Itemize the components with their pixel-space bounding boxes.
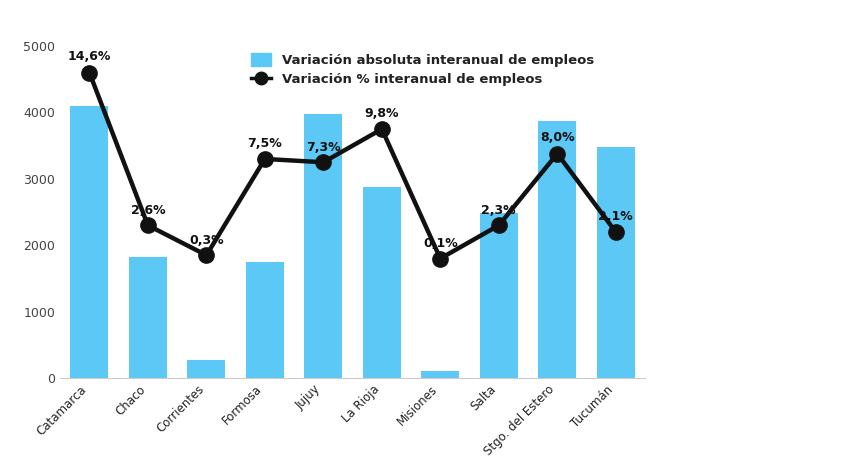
- Bar: [421, 371, 459, 378]
- Text: 0,1%: 0,1%: [423, 237, 458, 250]
- Bar: [71, 106, 108, 378]
- Bar: [597, 147, 635, 378]
- Text: 9,8%: 9,8%: [365, 107, 399, 120]
- Text: 2,3%: 2,3%: [482, 204, 516, 217]
- Bar: [187, 360, 225, 378]
- Bar: [538, 121, 576, 378]
- Bar: [363, 188, 401, 378]
- Bar: [246, 262, 284, 378]
- Text: 2,1%: 2,1%: [599, 210, 633, 223]
- Text: 14,6%: 14,6%: [68, 50, 111, 63]
- Text: 2,6%: 2,6%: [131, 204, 165, 217]
- Text: 7,3%: 7,3%: [306, 141, 341, 154]
- Bar: [129, 257, 167, 378]
- Bar: [480, 213, 518, 378]
- Text: 0,3%: 0,3%: [189, 234, 224, 247]
- Legend: Variación absoluta interanual de empleos, Variación % interanual de empleos: Variación absoluta interanual de empleos…: [251, 53, 594, 86]
- Text: 8,0%: 8,0%: [540, 131, 574, 144]
- Text: 7,5%: 7,5%: [248, 137, 282, 150]
- Bar: [304, 114, 342, 378]
